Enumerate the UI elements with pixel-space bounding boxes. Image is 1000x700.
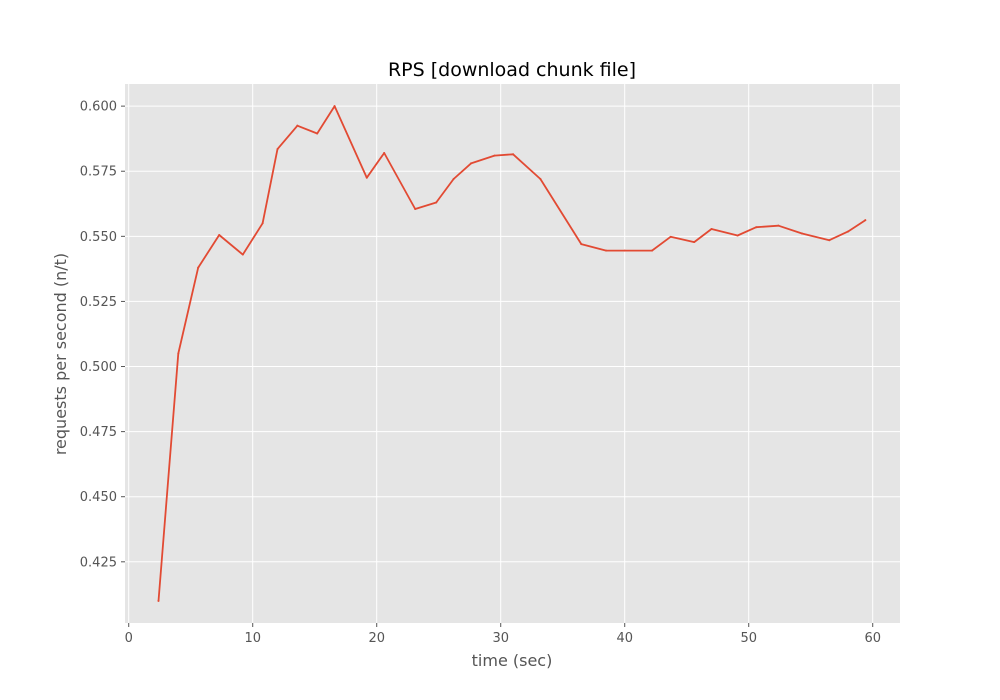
chart-title: RPS [download chunk file] <box>388 59 636 81</box>
data-point <box>276 148 279 151</box>
data-point <box>157 599 160 602</box>
data-point <box>296 124 299 127</box>
data-point <box>864 219 867 222</box>
data-point <box>177 352 180 355</box>
y-tick-label: 0.500 <box>80 360 117 375</box>
data-point <box>539 178 542 181</box>
y-tick-label: 0.600 <box>80 100 117 115</box>
plot-background <box>125 84 900 623</box>
data-point <box>261 222 264 225</box>
data-point <box>801 232 804 235</box>
data-point <box>736 234 739 237</box>
y-tick-label: 0.550 <box>80 230 117 245</box>
y-axis-label: requests per second (n/t) <box>51 253 70 455</box>
data-point <box>693 241 696 244</box>
data-point <box>710 228 713 231</box>
data-point <box>365 176 368 179</box>
data-point <box>580 243 583 246</box>
data-point <box>777 224 780 227</box>
data-point <box>333 105 336 108</box>
data-point <box>512 153 515 156</box>
data-point <box>605 249 608 252</box>
data-point <box>383 152 386 155</box>
data-point <box>846 230 849 233</box>
x-tick-label: 40 <box>616 631 633 646</box>
y-tick-label: 0.575 <box>80 165 117 180</box>
data-point <box>828 239 831 242</box>
axis-ticks: 0 10 20 30 40 50 60 0.425 0.450 0.475 0.500 0.525 0.… <box>80 100 881 646</box>
x-tick-label: 50 <box>740 631 757 646</box>
data-point <box>493 154 496 157</box>
data-point <box>218 234 221 237</box>
series-layer <box>157 105 867 602</box>
data-point <box>651 249 653 252</box>
data-point <box>623 249 626 252</box>
data-point <box>197 266 200 269</box>
x-tick-label: 10 <box>244 631 261 646</box>
data-point <box>452 178 455 181</box>
data-point <box>469 162 472 165</box>
y-tick-label: 0.450 <box>80 490 117 505</box>
data-point <box>316 132 319 135</box>
x-tick-label: 60 <box>864 631 881 646</box>
x-axis-label: time (sec) <box>472 651 553 670</box>
y-tick-label: 0.425 <box>80 555 117 570</box>
x-tick-label: 0 <box>125 631 133 646</box>
grid-lines <box>125 84 900 623</box>
x-tick-label: 20 <box>368 631 385 646</box>
data-point <box>669 235 672 238</box>
x-tick-label: 30 <box>492 631 509 646</box>
y-tick-label: 0.525 <box>80 295 117 310</box>
data-point <box>414 207 417 210</box>
y-tick-label: 0.475 <box>80 425 117 440</box>
data-point <box>755 226 758 229</box>
data-point <box>435 201 438 204</box>
data-point <box>241 253 244 256</box>
